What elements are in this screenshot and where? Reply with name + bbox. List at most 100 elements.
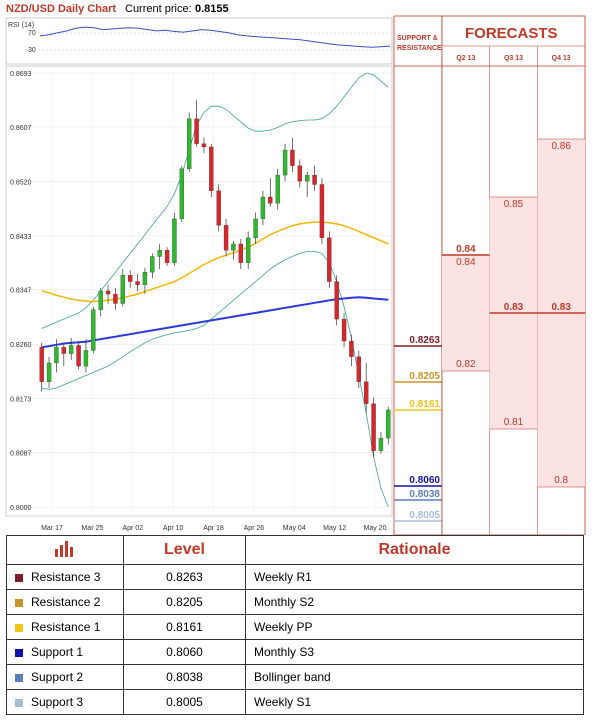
chart-title: NZD/USD Daily Chart: [6, 3, 116, 15]
table-row: Resistance 3 0.8263 Weekly R1: [6, 564, 584, 590]
level-color-swatch: [15, 648, 23, 657]
level-color-swatch: [15, 673, 23, 682]
candle-body: [341, 318, 347, 342]
candles: [39, 99, 391, 457]
x-tick-label: Apr 26: [244, 525, 265, 532]
level-name: Resistance 1: [31, 620, 101, 634]
level-name: Support 1: [31, 645, 84, 659]
candle-body: [39, 347, 44, 382]
level-value: 0.8161: [123, 614, 246, 640]
forecast-low-value: 0.82: [456, 359, 476, 370]
level-name-cell: Support 3: [6, 689, 124, 715]
candle-body: [378, 437, 384, 451]
current-price-label: Current price:: [125, 3, 192, 15]
table-row: Support 3 0.8005 Weekly S1: [6, 689, 584, 715]
table-row: Support 1 0.8060 Monthly S3: [6, 639, 584, 665]
level-color-swatch: [15, 573, 23, 582]
level-name: Support 3: [31, 695, 84, 709]
candle-body: [268, 196, 273, 204]
forecast-range-box: [442, 255, 490, 371]
table-row: Resistance 2 0.8205 Monthly S2: [6, 589, 584, 615]
candle-body: [105, 290, 111, 295]
candle-body: [69, 345, 74, 354]
candle-body: [282, 149, 288, 176]
candle-body: [187, 118, 192, 169]
table-row: Resistance 1 0.8161 Weekly PP: [6, 614, 584, 640]
table-header-icon: [6, 535, 124, 565]
x-tick-label: Apr 02: [122, 525, 143, 532]
table-row: Support 2 0.8038 Bollinger band: [6, 664, 584, 690]
candle-body: [83, 350, 89, 367]
level-name-cell: Support 1: [6, 639, 124, 665]
candle-body: [209, 146, 214, 191]
candle-body: [164, 250, 170, 263]
candle-body: [150, 256, 155, 273]
sr-level-value: 0.8205: [409, 371, 440, 382]
candle-body: [260, 196, 266, 220]
level-name-cell: Resistance 1: [6, 614, 124, 640]
candle-body: [364, 381, 369, 404]
candle-body: [305, 174, 310, 182]
level-name: Resistance 2: [31, 595, 101, 609]
candle-body: [135, 281, 140, 285]
table-header-rationale: Rationale: [245, 535, 584, 565]
sr-level-value: 0.8263: [409, 335, 440, 346]
y-axis-ticks: 0.8693 0.8607 0.8520 0.8433 0.8347 0.8260 0.81…: [10, 71, 32, 512]
x-tick-label: Mar 25: [81, 525, 103, 532]
table-header-level: Level: [123, 535, 246, 565]
level-color-swatch: [15, 598, 23, 607]
level-rationale: Monthly S2: [245, 589, 584, 615]
forecasts-panel: FORECASTS Q2 13 0.84 0.82 0.84 Q3 13 0.85 0.81…: [441, 15, 586, 535]
sr-panel: SUPPORT & RESISTANCE 0.82630.82050.81610…: [393, 15, 443, 535]
candle-body: [275, 174, 280, 204]
x-axis-ticks: Mar 17 Mar 25 Apr 02 Apr 10 Apr 18 Apr 26 May …: [41, 525, 386, 532]
candle-body: [371, 403, 376, 451]
forecast-column-header: Q3 13: [504, 55, 523, 62]
y-tick-label: 0.8087: [10, 451, 32, 458]
forecast-column-header: Q2 13: [456, 55, 475, 62]
forecast-high-value: 0.85: [504, 199, 524, 210]
candle-body: [76, 345, 81, 367]
forecasts-title: FORECASTS: [465, 25, 558, 42]
candle-body: [91, 309, 96, 351]
current-price-value: 0.8155: [195, 3, 229, 15]
level-value: 0.8038: [123, 664, 246, 690]
level-rationale: Monthly S3: [245, 639, 584, 665]
level-name-cell: Support 2: [6, 664, 124, 690]
candle-body: [113, 293, 118, 304]
sma200-line: [41, 296, 389, 349]
level-name-cell: Resistance 2: [6, 589, 124, 615]
rsi-line: [39, 26, 391, 48]
sr-level-value: 0.8038: [409, 489, 440, 500]
forecast-high-value: 0.86: [551, 141, 571, 152]
candle-body: [46, 362, 52, 382]
rsi-label: RSI (14): [8, 22, 34, 29]
x-tick-label: May 04: [283, 525, 306, 532]
forecast-low-value: 0.81: [504, 417, 524, 428]
sr-level-value: 0.8005: [409, 510, 440, 521]
level-name: Resistance 3: [31, 570, 101, 584]
level-color-swatch: [15, 623, 23, 632]
y-tick-label: 0.8693: [10, 71, 32, 78]
forecast-column-header: Q4 13: [552, 55, 571, 62]
candle-body: [327, 237, 332, 282]
candle-body: [142, 272, 148, 285]
chart-area: NZD/USD Daily Chart Current price: 0.815…: [5, 3, 586, 535]
candle-body: [98, 290, 103, 310]
candle-body: [54, 347, 59, 364]
level-value: 0.8060: [123, 639, 246, 665]
x-tick-label: May 20: [364, 525, 387, 532]
candle-body: [179, 168, 184, 220]
candle-body: [297, 165, 302, 182]
level-rationale: Weekly R1: [245, 564, 584, 590]
y-tick-label: 0.8260: [10, 342, 32, 349]
candle-body: [349, 340, 354, 357]
level-rationale: Weekly S1: [245, 689, 584, 715]
rsi-panel: RSI (14) 70 30: [5, 17, 393, 65]
y-tick-label: 0.8347: [10, 288, 32, 295]
candle-body: [157, 250, 162, 257]
candle-body: [172, 218, 177, 263]
level-value: 0.8263: [123, 564, 246, 590]
candle-body: [201, 143, 207, 148]
candle-body: [253, 218, 258, 238]
